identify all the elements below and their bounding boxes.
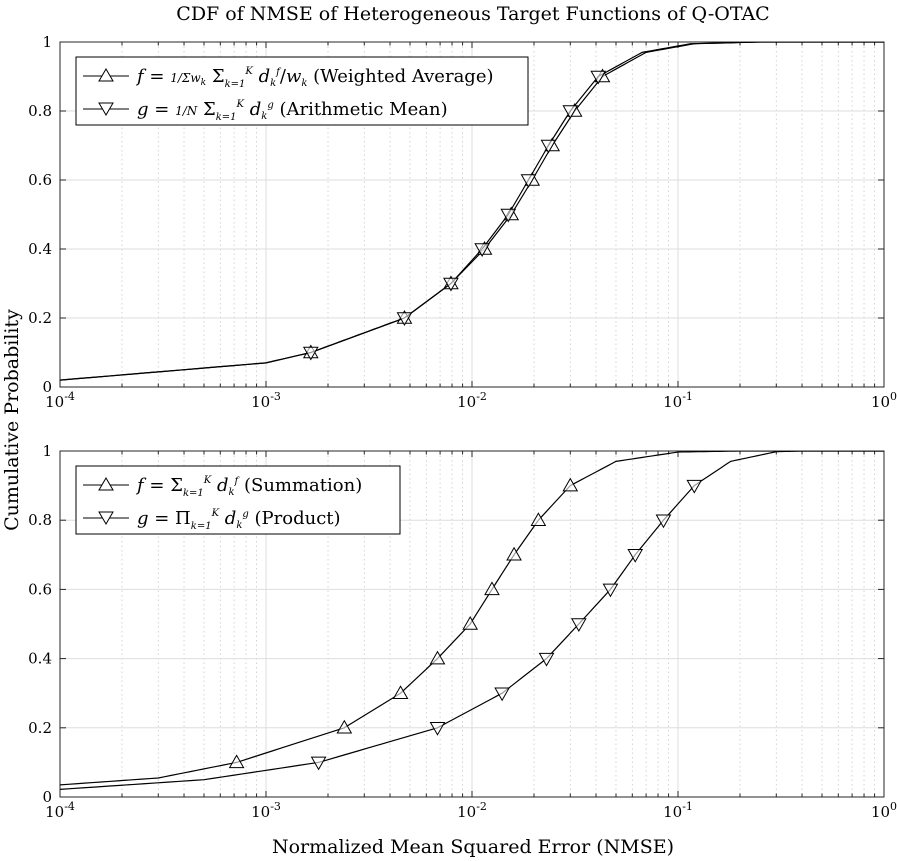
y-tick-label: 0.8 xyxy=(28,511,52,529)
svg-text:g = Πk=1K dkg (Product): g = Πk=1K dkg (Product) xyxy=(137,508,341,532)
data-point-marker xyxy=(443,277,459,292)
y-tick-label: 0.4 xyxy=(28,240,52,258)
data-point-marker xyxy=(562,105,579,120)
y-tick-label: 0.6 xyxy=(28,580,52,598)
data-point-marker xyxy=(538,652,555,667)
svg-text:f = Σk=1K dkf (Summation): f = Σk=1K dkf (Summation) xyxy=(135,475,362,499)
data-point-marker xyxy=(627,549,644,563)
data-point-marker xyxy=(590,70,607,85)
bottom-plot: 0 0.2 0.4 0.6 0.8 1 10-4 10-3 10-2 10-1 100 xyxy=(28,442,897,821)
data-point-marker xyxy=(570,618,587,633)
x-tick-label: 10-3 xyxy=(251,800,281,821)
x-tick-label: 10-2 xyxy=(457,800,487,821)
x-tick-label: 10-4 xyxy=(45,800,75,821)
y-tick-label: 1 xyxy=(42,442,52,460)
x-tick-label: 10-2 xyxy=(457,390,487,411)
data-point-marker xyxy=(462,615,479,630)
top-legend: f = 1/Σwk Σk=1K dkf/wk (Weighted Average… xyxy=(75,56,529,126)
y-tick-label: 0.4 xyxy=(28,650,52,668)
y-tick-label: 1 xyxy=(42,33,52,51)
x-tick-label: 10-1 xyxy=(663,800,693,821)
data-point-marker xyxy=(506,546,522,561)
data-point-marker xyxy=(228,754,245,769)
data-point-marker xyxy=(429,722,446,736)
x-tick-label: 10-3 xyxy=(251,390,281,411)
x-tick-label: 100 xyxy=(871,390,897,411)
figure-title: CDF of NMSE of Heterogeneous Target Func… xyxy=(176,3,769,25)
data-point-marker xyxy=(602,583,619,598)
data-point-marker xyxy=(562,477,579,492)
bottom-legend: f = Σk=1K dkf (Summation) g = Πk=1K dkg … xyxy=(75,465,401,535)
triangle-down-marker-icon xyxy=(98,102,114,116)
y-tick-label: 0.2 xyxy=(28,309,52,327)
legend-entry-arithmetic-mean: g = 1/N Σk=1K dkg (Arithmetic Mean) xyxy=(83,99,448,123)
svg-text:g = 1/N Σk=1K dkg (Ar: g = 1/N Σk=1K dkg (Arithmetic Mean) xyxy=(137,99,448,123)
data-point-marker xyxy=(494,687,510,702)
x-tick-label: 10-4 xyxy=(45,390,75,411)
y-axis-label: Cumulative Probability xyxy=(1,309,23,531)
legend-entry-product: g = Πk=1K dkg (Product) xyxy=(83,508,341,532)
data-point-marker xyxy=(530,512,547,526)
y-tick-label: 0.8 xyxy=(28,102,52,120)
data-point-marker xyxy=(655,514,672,529)
y-tick-label: 0.6 xyxy=(28,171,52,189)
legend-entry-summation: f = Σk=1K dkf (Summation) xyxy=(83,475,362,499)
data-point-marker xyxy=(474,243,491,258)
legend-entry-weighted-average: f = 1/Σwk Σk=1K dkf/wk (Weighted Average… xyxy=(83,66,494,90)
x-tick-label: 100 xyxy=(871,800,897,821)
data-point-marker xyxy=(310,756,327,771)
triangle-up-marker-icon xyxy=(98,68,114,82)
triangle-down-marker-icon xyxy=(98,511,114,525)
data-point-marker xyxy=(500,208,517,223)
triangle-up-marker-icon xyxy=(98,477,114,491)
data-point-marker xyxy=(392,685,409,699)
data-point-marker xyxy=(396,312,413,327)
y-tick-label: 0 xyxy=(42,788,52,806)
data-point-marker xyxy=(520,174,537,189)
x-tick-label: 10-1 xyxy=(663,390,693,411)
data-point-marker xyxy=(686,479,703,494)
y-tick-label: 0 xyxy=(42,378,52,396)
data-point-marker xyxy=(540,139,557,154)
x-axis-label: Normalized Mean Squared Error (NMSE) xyxy=(272,836,674,858)
data-point-marker xyxy=(336,719,353,734)
svg-text:f = 1/Σwk Σk=1K dkf/wk (Weight: f = 1/Σwk Σk=1K dkf/wk (Weighted Average… xyxy=(135,66,494,90)
data-point-marker xyxy=(484,581,500,596)
data-point-marker xyxy=(429,650,446,665)
y-tick-label: 0.2 xyxy=(28,719,52,737)
data-point-marker xyxy=(302,346,319,361)
